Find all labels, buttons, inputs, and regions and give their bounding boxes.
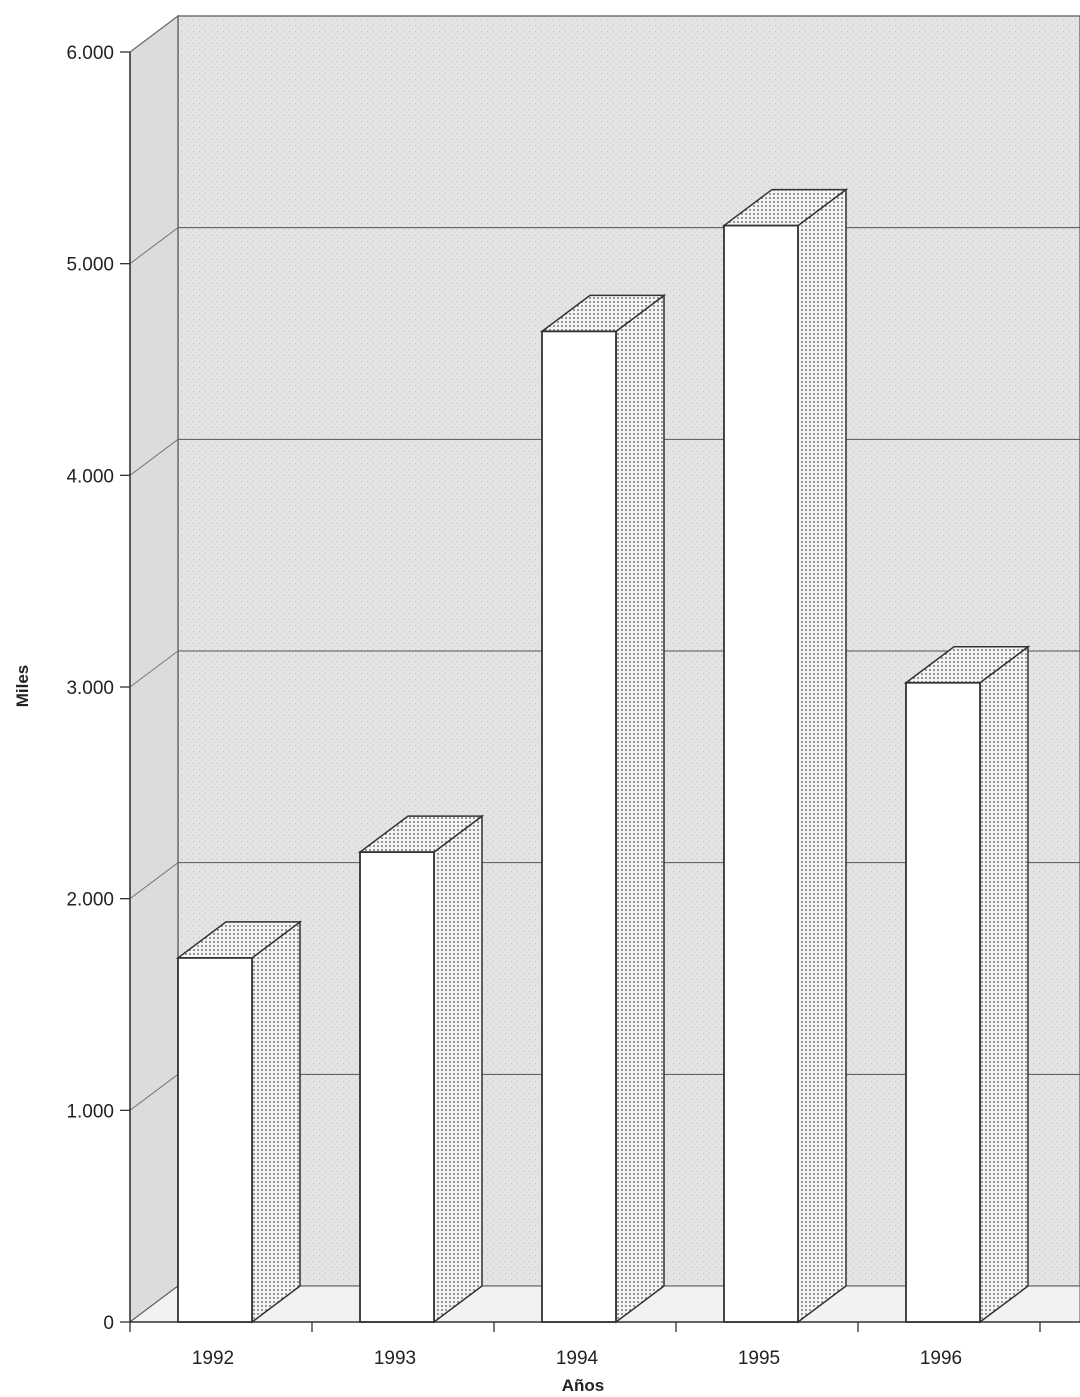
x-tick-label: 1992 bbox=[192, 1348, 234, 1369]
x-tick-label: 1994 bbox=[556, 1348, 599, 1369]
bar bbox=[721, 188, 849, 1324]
bar bbox=[175, 920, 303, 1324]
bar-side bbox=[615, 293, 665, 1324]
y-tick-label: 1.000 bbox=[66, 1101, 114, 1122]
bars bbox=[175, 188, 1031, 1324]
gridline-side bbox=[129, 15, 179, 53]
bar-side bbox=[797, 188, 847, 1324]
bar-side bbox=[433, 814, 483, 1324]
bar bbox=[903, 645, 1031, 1324]
y-tick-label: 5.000 bbox=[66, 255, 114, 276]
bar bbox=[539, 293, 667, 1324]
bar bbox=[357, 814, 485, 1324]
y-tick-label: 3.000 bbox=[66, 678, 114, 699]
bar-front bbox=[359, 851, 435, 1323]
y-axis-title: Miles bbox=[13, 665, 32, 708]
gridline-side bbox=[129, 862, 179, 900]
gridline-side bbox=[129, 1073, 179, 1111]
bar-front bbox=[177, 957, 253, 1323]
y-tick-label: 0 bbox=[103, 1313, 114, 1334]
gridline-side bbox=[129, 438, 179, 476]
x-tick-label: 1993 bbox=[374, 1348, 416, 1369]
y-tick-label: 6.000 bbox=[66, 43, 114, 64]
gridline-side bbox=[129, 650, 179, 688]
x-axis-title: Años bbox=[562, 1376, 605, 1395]
y-tick-label: 4.000 bbox=[66, 466, 114, 487]
x-tick-label: 1995 bbox=[738, 1348, 780, 1369]
bar-front bbox=[905, 681, 981, 1323]
gridline-side bbox=[129, 227, 179, 265]
x-tick-label: 1996 bbox=[920, 1348, 962, 1369]
y-tick-label: 2.000 bbox=[66, 890, 114, 911]
x-tick-labels: 1992 1993 1994 1995 1996 bbox=[192, 1348, 962, 1369]
bar-side bbox=[979, 645, 1029, 1324]
bar-front bbox=[723, 224, 799, 1323]
bar-side bbox=[251, 920, 301, 1324]
bar-front bbox=[541, 330, 617, 1323]
y-tick-labels: 0 1.000 2.000 3.000 4.000 5.000 6.000 bbox=[66, 43, 114, 1334]
